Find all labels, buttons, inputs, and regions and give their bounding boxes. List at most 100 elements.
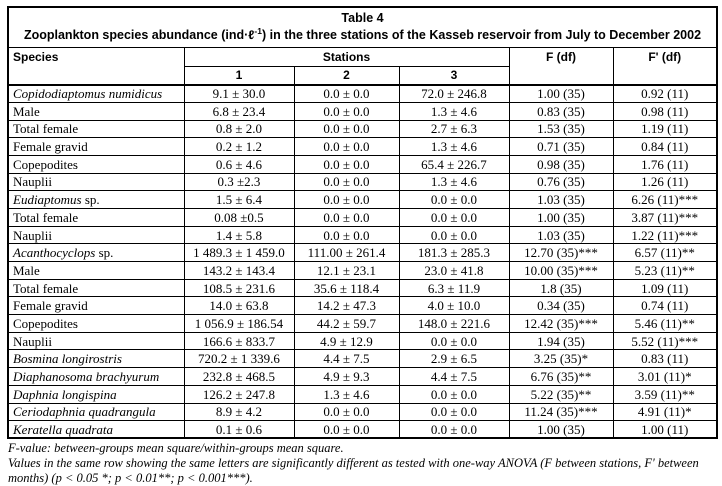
station2-value: 0.0 ± 0.0 (293, 190, 400, 209)
f-prime-value: 0.83 (11) (612, 349, 718, 369)
station2-value: 0.0 ± 0.0 (293, 101, 400, 121)
table-footnotes: F-value: between-groups mean square/with… (8, 441, 716, 486)
table-row: Bosmina longirostris 720.2 ± 1 339.6 4.4… (7, 349, 718, 369)
table-caption: Zooplankton species abundance (ind·ℓ-1) … (11, 26, 714, 43)
caption-post: ) in the three stations of the Kasseb re… (261, 28, 702, 43)
station2-value: 1.3 ± 4.6 (293, 384, 400, 404)
species-cell: Daphnia longispina (7, 384, 185, 404)
species-name-plain: Copepodites (13, 315, 78, 331)
station2-value: 35.6 ± 118.4 (293, 278, 400, 298)
station1-value: 0.6 ± 4.6 (183, 154, 295, 174)
f-value: 1.03 (35) (508, 225, 614, 245)
station3-value: 0.0 ± 0.0 (398, 402, 510, 422)
species-name-plain: Nauplii (13, 333, 52, 349)
f-prime-value: 1.26 (11) (612, 172, 718, 192)
f-value: 10.00 (35)*** (508, 261, 614, 280)
station3-value: 0.0 ± 0.0 (398, 420, 510, 439)
species-name-italic: Bosmina longirostris (13, 351, 122, 367)
f-prime-value: 3.59 (11)** (612, 384, 718, 404)
table-body: Copidodiaptomus numidicus 9.1 ± 30.0 0.0… (7, 83, 718, 439)
station2-value: 0.0 ± 0.0 (293, 83, 400, 103)
station3-value: 0.0 ± 0.0 (398, 207, 510, 227)
species-name-plain: Total female (13, 121, 79, 137)
table-number: Table 4 (341, 11, 384, 25)
station2-value: 0.0 ± 0.0 (293, 154, 400, 174)
f-value: 1.00 (35) (508, 207, 614, 227)
f-prime-value: 1.09 (11) (612, 278, 718, 298)
species-name-italic: Ceriodaphnia quadrangula (13, 404, 156, 420)
species-name-plain: Total female (13, 280, 79, 296)
table-row: Total female 108.5 ± 231.6 35.6 ± 118.4 … (7, 278, 718, 298)
caption-pre: Zooplankton species abundance (ind·ℓ (23, 28, 255, 43)
species-name-italic: Copidodiaptomus numidicus (13, 86, 163, 102)
station1-value: 1.5 ± 6.4 (183, 190, 295, 209)
table-row: Copidodiaptomus numidicus 9.1 ± 30.0 0.0… (7, 83, 718, 103)
station1-value: 0.3 ±2.3 (183, 172, 295, 192)
table-title-cell: Table 4 Zooplankton species abundance (i… (7, 6, 718, 48)
f-prime-value: 0.74 (11) (612, 296, 718, 316)
species-name-plain: Female gravid (13, 139, 88, 155)
table-row: Nauplii 1.4 ± 5.8 0.0 ± 0.0 0.0 ± 0.0 1.… (7, 225, 718, 245)
species-name-plain: Nauplii (13, 227, 52, 243)
station2-value: 0.0 ± 0.0 (293, 225, 400, 245)
station2-value: 4.9 ± 9.3 (293, 367, 400, 386)
station2-value: 4.4 ± 7.5 (293, 349, 400, 369)
f-prime-value: 6.57 (11)** (612, 243, 718, 263)
station2-value: 0.0 ± 0.0 (293, 137, 400, 156)
station1-value: 126.2 ± 247.8 (183, 384, 295, 404)
station1-value: 0.8 ± 2.0 (183, 119, 295, 139)
footnote-f-value-definition: F-value: between-groups mean square/with… (8, 441, 344, 455)
station1-value: 720.2 ± 1 339.6 (183, 349, 295, 369)
species-name-italic: Acanthocyclops (13, 245, 96, 261)
f-value: 1.94 (35) (508, 331, 614, 351)
station2-value: 0.0 ± 0.0 (293, 420, 400, 439)
station2-value: 4.9 ± 12.9 (293, 331, 400, 351)
header-row-station-numbers: 1 2 3 (8, 65, 717, 86)
species-name-plain: Total female (13, 209, 79, 225)
station3-value: 0.0 ± 0.0 (398, 384, 510, 404)
species-name-italic: Eudiaptomus (13, 192, 82, 208)
station1-value: 1 489.3 ± 1 459.0 (183, 243, 295, 263)
f-prime-value: 5.52 (11)*** (612, 331, 718, 351)
station3-value: 1.3 ± 4.6 (398, 101, 510, 121)
f-value: 0.71 (35) (508, 137, 614, 156)
header-species: Species (7, 46, 185, 86)
species-cell: Copidodiaptomus numidicus (7, 83, 185, 103)
station3-value: 23.0 ± 41.8 (398, 261, 510, 280)
table-row: Diaphanosoma brachyurum 232.8 ± 468.5 4.… (7, 367, 718, 386)
f-value: 11.24 (35)*** (508, 402, 614, 422)
station1-value: 0.08 ±0.5 (183, 207, 295, 227)
f-prime-value: 1.22 (11)*** (612, 225, 718, 245)
table-row: Keratella quadrata 0.1 ± 0.6 0.0 ± 0.0 0… (7, 420, 718, 439)
station3-value: 4.4 ± 7.5 (398, 367, 510, 386)
header-station-2: 2 (293, 65, 400, 86)
f-value: 1.03 (35) (508, 190, 614, 209)
species-name-plain: sp. (95, 245, 114, 261)
station2-value: 111.00 ± 261.4 (293, 243, 400, 263)
zooplankton-abundance-table: Table 4 Zooplankton species abundance (i… (7, 6, 718, 440)
table-row: Eudiaptomus sp. 1.5 ± 6.4 0.0 ± 0.0 0.0 … (7, 190, 718, 209)
station1-value: 232.8 ± 468.5 (183, 367, 295, 386)
species-cell: Total female (7, 207, 185, 227)
f-value: 1.8 (35) (508, 278, 614, 298)
f-value: 0.83 (35) (508, 101, 614, 121)
table-row: Copepodites 1 056.9 ± 186.54 44.2 ± 59.7… (7, 314, 718, 333)
station3-value: 65.4 ± 226.7 (398, 154, 510, 174)
station3-value: 181.3 ± 285.3 (398, 243, 510, 263)
station3-value: 148.0 ± 221.6 (398, 314, 510, 333)
station3-value: 2.9 ± 6.5 (398, 349, 510, 369)
station2-value: 0.0 ± 0.0 (293, 172, 400, 192)
station2-value: 0.0 ± 0.0 (293, 207, 400, 227)
table-row: Female gravid 14.0 ± 63.8 14.2 ± 47.3 4.… (7, 296, 718, 316)
header-stations: Stations (183, 46, 510, 67)
species-cell: Male (7, 101, 185, 121)
station1-value: 108.5 ± 231.6 (183, 278, 295, 298)
table-row: Nauplii 0.3 ±2.3 0.0 ± 0.0 1.3 ± 4.6 0.7… (7, 172, 718, 192)
species-cell: Female gravid (7, 137, 185, 156)
f-value: 6.76 (35)** (508, 367, 614, 386)
station2-value: 12.1 ± 23.1 (293, 261, 400, 280)
species-name-plain: Nauplii (13, 174, 52, 190)
station1-value: 6.8 ± 23.4 (183, 101, 295, 121)
footnote-significance-note: Values in the same row showing the same … (8, 456, 699, 485)
